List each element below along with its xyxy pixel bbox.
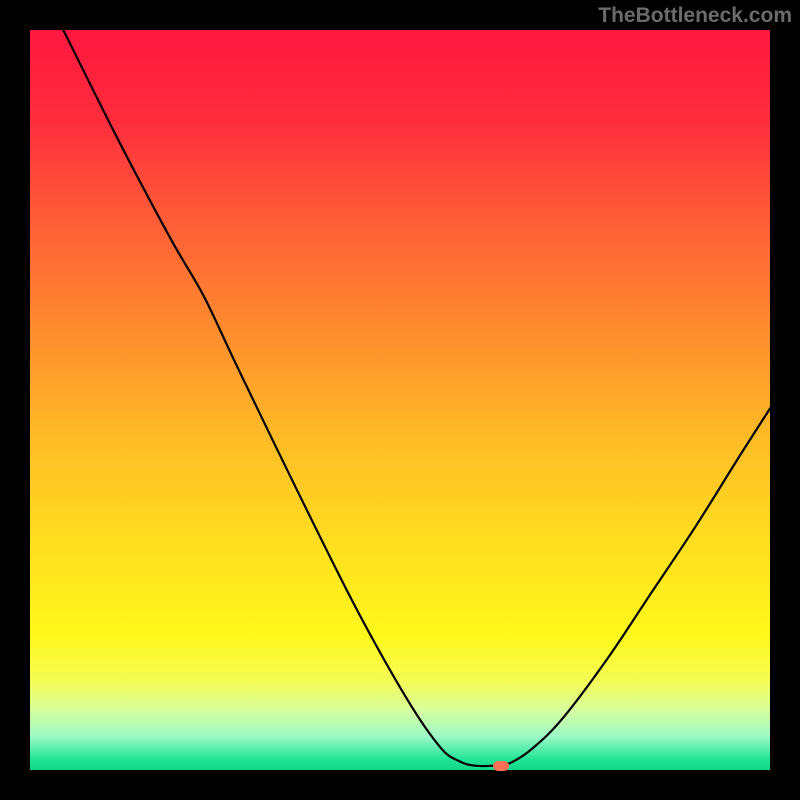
plot-area [30, 30, 770, 770]
x-axis [30, 770, 770, 773]
watermark: TheBottleneck.com [598, 4, 792, 28]
plot-svg [30, 30, 770, 770]
y-axis [27, 30, 30, 773]
gradient-background [30, 30, 770, 770]
optimal-point-marker [493, 761, 509, 771]
chart-container: TheBottleneck.com [0, 0, 800, 800]
